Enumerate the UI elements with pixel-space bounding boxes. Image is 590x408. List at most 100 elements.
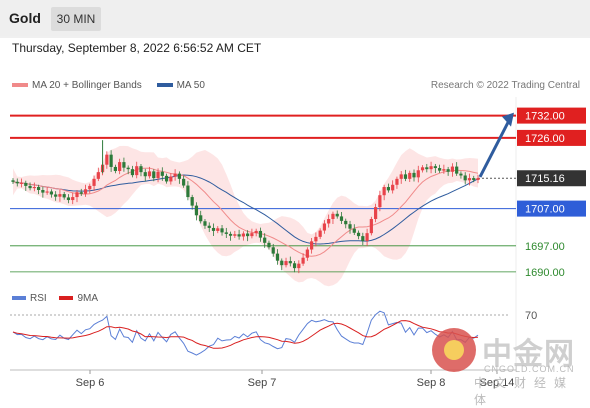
rsi-legend: RSI 9MA [12,293,108,304]
candle-body [463,175,467,181]
candle-body [450,166,455,172]
watermark-url: CNGOLD.COM.CN [484,364,575,374]
candle-body [292,263,297,269]
candle-body [216,228,220,231]
candle-body [241,233,245,237]
candle-body [41,190,45,193]
candle-body [186,185,190,198]
candle-body [233,234,237,236]
candle-body [62,194,66,198]
candle-body [459,173,463,176]
candle-body [476,178,480,180]
candle-body [199,215,203,222]
candle-body [109,154,113,167]
candle-body [271,247,275,254]
candle-body [446,169,450,172]
timeframe-button[interactable]: 30 MIN [51,7,101,31]
candle-body [143,172,147,177]
candle-body [24,182,28,186]
candle-body [348,224,352,229]
watermark-subtitle: 中文财经媒体 [474,376,575,407]
candle-body [92,178,96,186]
candle-body [399,174,403,179]
legend-swatch [156,83,173,88]
candle-body [339,216,344,221]
price-level-tag [517,170,586,187]
bollinger-band [13,145,478,287]
candle-body [335,213,339,217]
candle-body [301,257,305,264]
legend-label: RSI [30,293,47,304]
candle-body [365,233,369,241]
candle-body [267,242,271,248]
legend-item-ma20-bollinger: MA 20 + Bollinger Bands [12,80,142,91]
candle-body [96,172,100,179]
candle-body [280,260,284,266]
ma20-line [12,167,479,257]
copyright-text: Research © 2022 Trading Central [430,80,580,91]
candle-body [66,197,71,201]
candle-body [15,181,19,184]
candle-body [403,174,408,179]
watermark: 中金网 CNGOLD.COM.CN 中文财经媒体 [432,328,582,407]
candle-body [32,187,36,189]
price-level-tag [517,200,586,217]
candle-body [254,230,258,234]
chart-legend: MA 20 + Bollinger Bands MA 50 [12,80,217,91]
candle-body [327,219,331,224]
candle-body [408,172,412,179]
candle-body [425,167,429,170]
candle-body [416,170,420,178]
legend-item-rsi: RSI [12,293,47,304]
price-level-label: 1690.00 [525,267,565,279]
price-level-label: 1707.00 [525,204,565,216]
candle-body [88,185,92,190]
candle-body [429,166,433,170]
candle-body [412,172,416,178]
candle-body [118,162,122,172]
x-tick-label: Sep 7 [248,377,277,389]
legend-swatch [12,83,28,88]
watermark-logo-icon [432,328,476,372]
candle-body [173,173,177,177]
candle-body [442,169,446,171]
candle-body [361,236,365,241]
candle-body [352,228,356,233]
candle-body [378,195,382,208]
candle-body [83,189,88,194]
forecast-arrow-line [478,117,512,178]
price-level-tag [517,129,586,146]
candle-body [36,187,41,190]
x-tick-label: Sep 6 [76,377,105,389]
candle-body [105,154,109,165]
candle-body [203,221,207,226]
candle-body [344,220,348,225]
candle-body [237,234,241,237]
candle-body [147,171,152,177]
candle-body [211,227,216,231]
rsi-line [12,310,479,356]
ma50-line [12,174,479,245]
candle-body [139,166,143,173]
candle-body [228,233,233,236]
candle-body [190,197,194,206]
candle-body [19,182,24,184]
price-level-label: 1732.00 [525,111,565,123]
legend-label: 9MA [77,293,99,304]
candle-body [258,230,263,238]
price-level-label: 1726.00 [525,133,565,145]
candle-body [45,191,49,193]
asset-title: Gold [9,10,41,26]
candle-body [391,184,395,191]
candle-body [331,213,335,220]
candle-body [356,232,361,237]
candle-body [318,230,322,237]
watermark-name: 中金网 [482,337,575,372]
candle-body [194,205,199,216]
candle-body [11,180,15,182]
candle-body [288,261,292,264]
x-tick-label: Sep 8 [417,377,446,389]
candle-body [386,187,391,191]
legend-swatch [12,296,26,301]
